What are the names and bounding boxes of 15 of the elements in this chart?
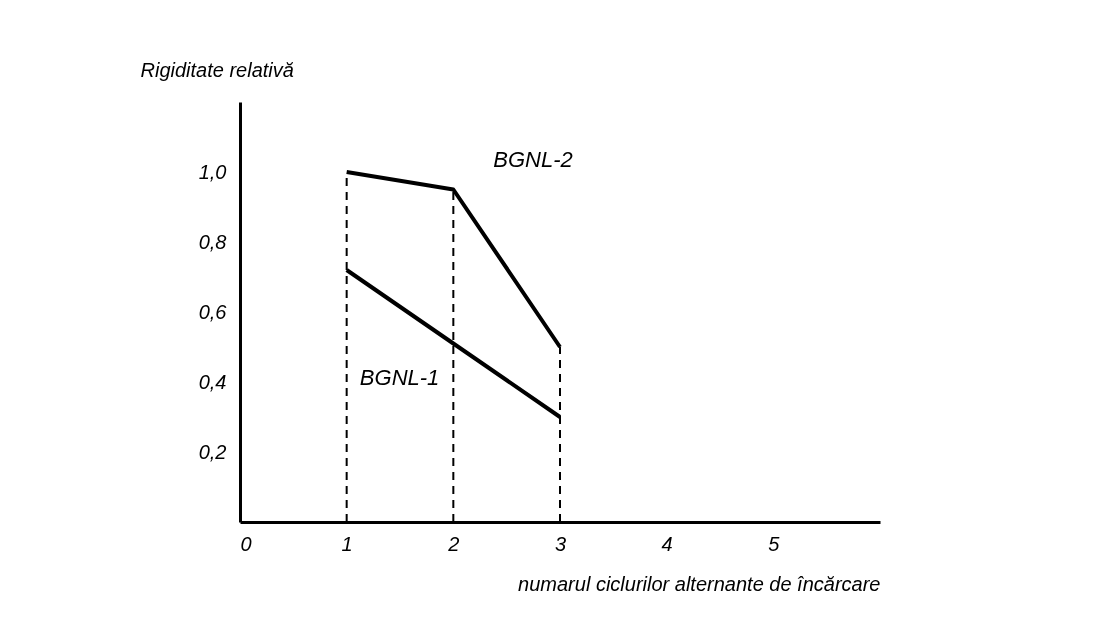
x-tick-label: 1 — [341, 532, 353, 555]
y-tick-label: 0,2 — [198, 440, 227, 463]
y-tick-label: 0,4 — [198, 370, 227, 393]
x-tick-label: 0 — [240, 532, 252, 555]
x-axis-title: numarul ciclurilor alternante de încărcare — [518, 572, 881, 595]
series-label: BGNL-1 — [359, 364, 440, 390]
x-tick-label: 4 — [661, 532, 673, 555]
x-tick-label: 5 — [768, 532, 781, 555]
x-tick-label: 2 — [447, 532, 460, 555]
series-label: BGNL-2 — [493, 146, 573, 172]
x-tick-label: 3 — [554, 532, 567, 555]
y-tick-label: 0,8 — [198, 230, 227, 253]
y-tick-label: 1,0 — [198, 160, 227, 183]
y-tick-label: 0,6 — [198, 300, 228, 323]
y-axis-title: Rigiditate relativă — [140, 58, 294, 81]
